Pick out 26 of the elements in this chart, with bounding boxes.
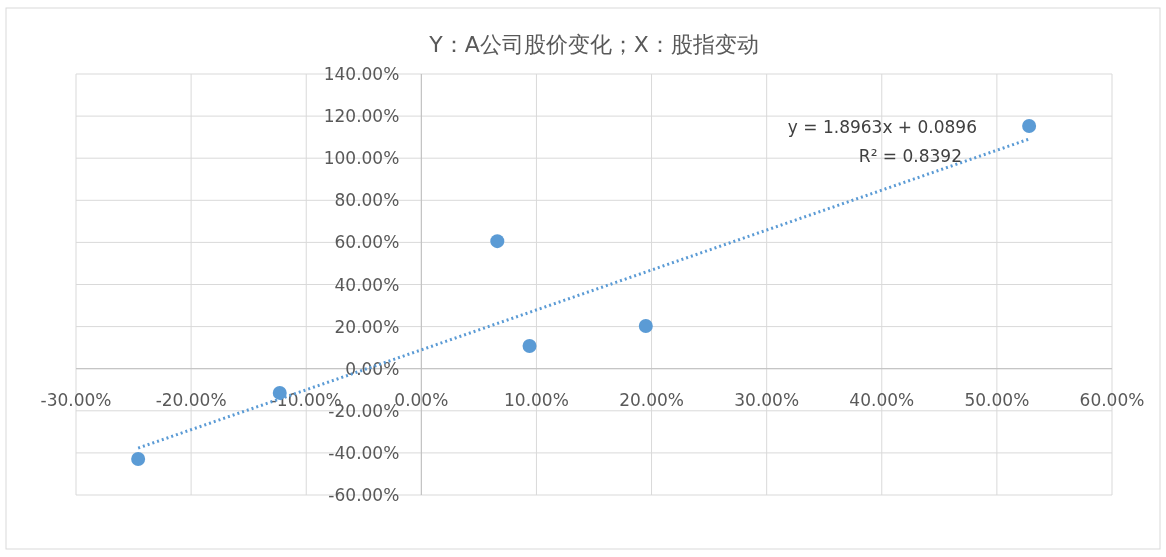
annotation: y = 1.8963x + 0.0896 (787, 117, 977, 137)
point (522, 338, 537, 353)
y-tick-label: 80.00% (334, 190, 400, 211)
x-tick-label: 20.00% (619, 389, 684, 410)
x-tick-label: 30.00% (734, 389, 800, 410)
x-tick-label: 10.00% (504, 389, 569, 410)
point (131, 452, 146, 466)
y-tick-label: 100.00% (323, 148, 400, 169)
y-tick-label: 40.00% (334, 274, 400, 295)
y-tick-label: 140.00% (323, 64, 400, 84)
x-tick-label: -20.00% (155, 389, 227, 410)
y-tick-label: 60.00% (334, 232, 400, 253)
x-tick-label: 40.00% (849, 389, 915, 410)
x-tick-label: 0.00% (394, 389, 449, 410)
x-tick-label: 50.00% (964, 389, 1030, 410)
y-tick-label: -60.00% (328, 485, 400, 505)
x-tick-label: -30.00% (40, 389, 112, 410)
y-tick-label: 20.00% (334, 316, 400, 337)
y-tick-label: 120.00% (323, 106, 400, 127)
annotation: R² = 0.8392 (858, 146, 962, 166)
point (638, 318, 653, 333)
y-tick-label: -40.00% (328, 442, 400, 463)
point (490, 234, 505, 249)
chart-title: Y：A公司股价变化；X：股指变动 (428, 32, 759, 57)
x-tick-label: 60.00% (1079, 389, 1145, 410)
point (1022, 118, 1037, 133)
